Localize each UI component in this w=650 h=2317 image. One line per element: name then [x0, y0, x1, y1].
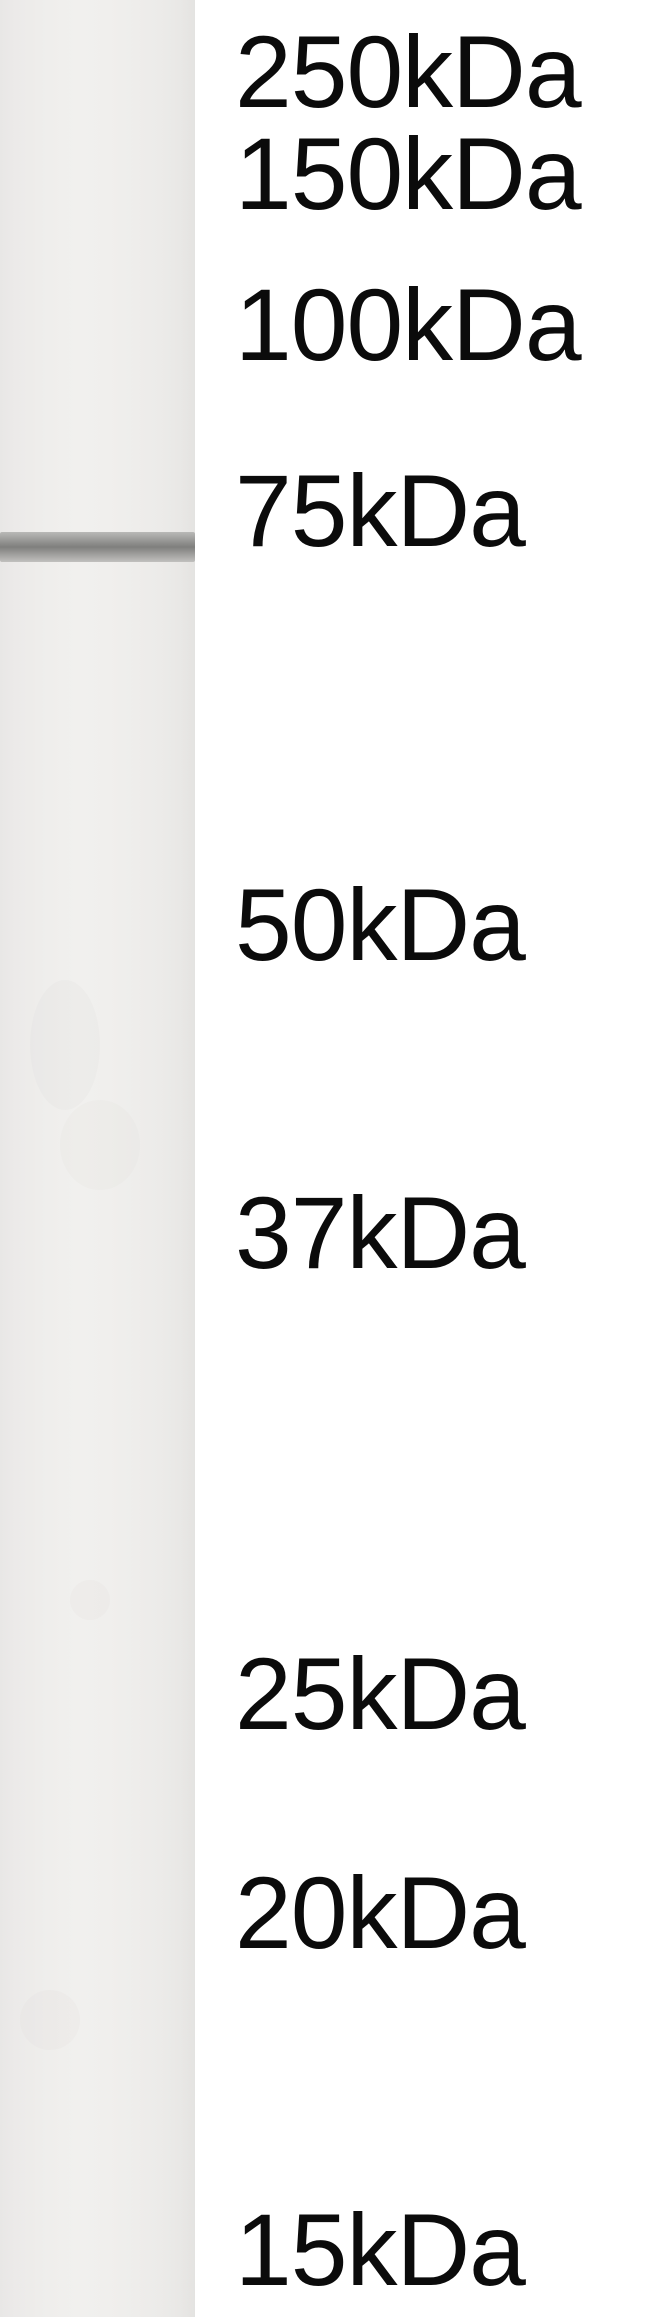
marker-label-100kda: 100kDa — [235, 267, 581, 384]
marker-label-75kda: 75kDa — [235, 453, 525, 570]
blot-artifact — [30, 980, 100, 1110]
marker-label-250kda: 250kDa — [235, 14, 581, 131]
blot-artifact — [60, 1100, 140, 1190]
marker-label-37kda: 37kDa — [235, 1175, 525, 1292]
marker-labels-column: 250kDa 150kDa 100kDa 75kDa 50kDa 37kDa 2… — [195, 0, 650, 2317]
blot-lane — [0, 0, 195, 2317]
marker-label-150kda: 150kDa — [235, 116, 581, 233]
marker-label-50kda: 50kDa — [235, 867, 525, 984]
blot-artifact — [70, 1580, 110, 1620]
protein-band — [0, 532, 195, 562]
blot-artifact — [20, 1990, 80, 2050]
marker-label-25kda: 25kDa — [235, 1636, 525, 1753]
marker-label-20kda: 20kDa — [235, 1855, 525, 1972]
marker-label-15kda: 15kDa — [235, 2192, 525, 2309]
